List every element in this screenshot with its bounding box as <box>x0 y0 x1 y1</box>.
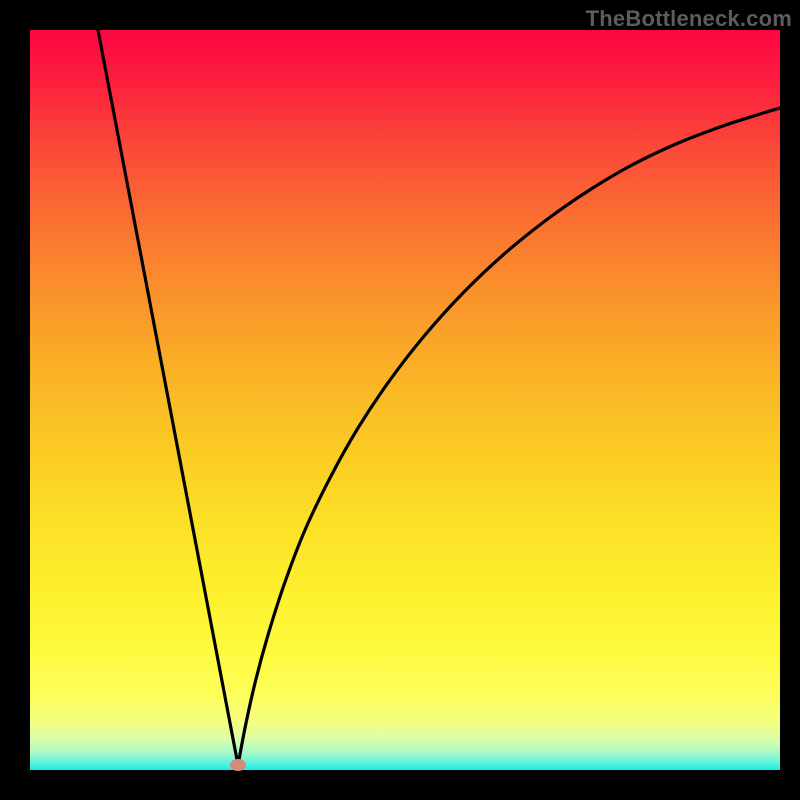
min-marker <box>230 759 246 771</box>
bottleneck-curve <box>98 30 780 765</box>
curve-layer <box>0 0 800 800</box>
watermark-text: TheBottleneck.com <box>586 6 792 32</box>
chart-container: TheBottleneck.com <box>0 0 800 800</box>
